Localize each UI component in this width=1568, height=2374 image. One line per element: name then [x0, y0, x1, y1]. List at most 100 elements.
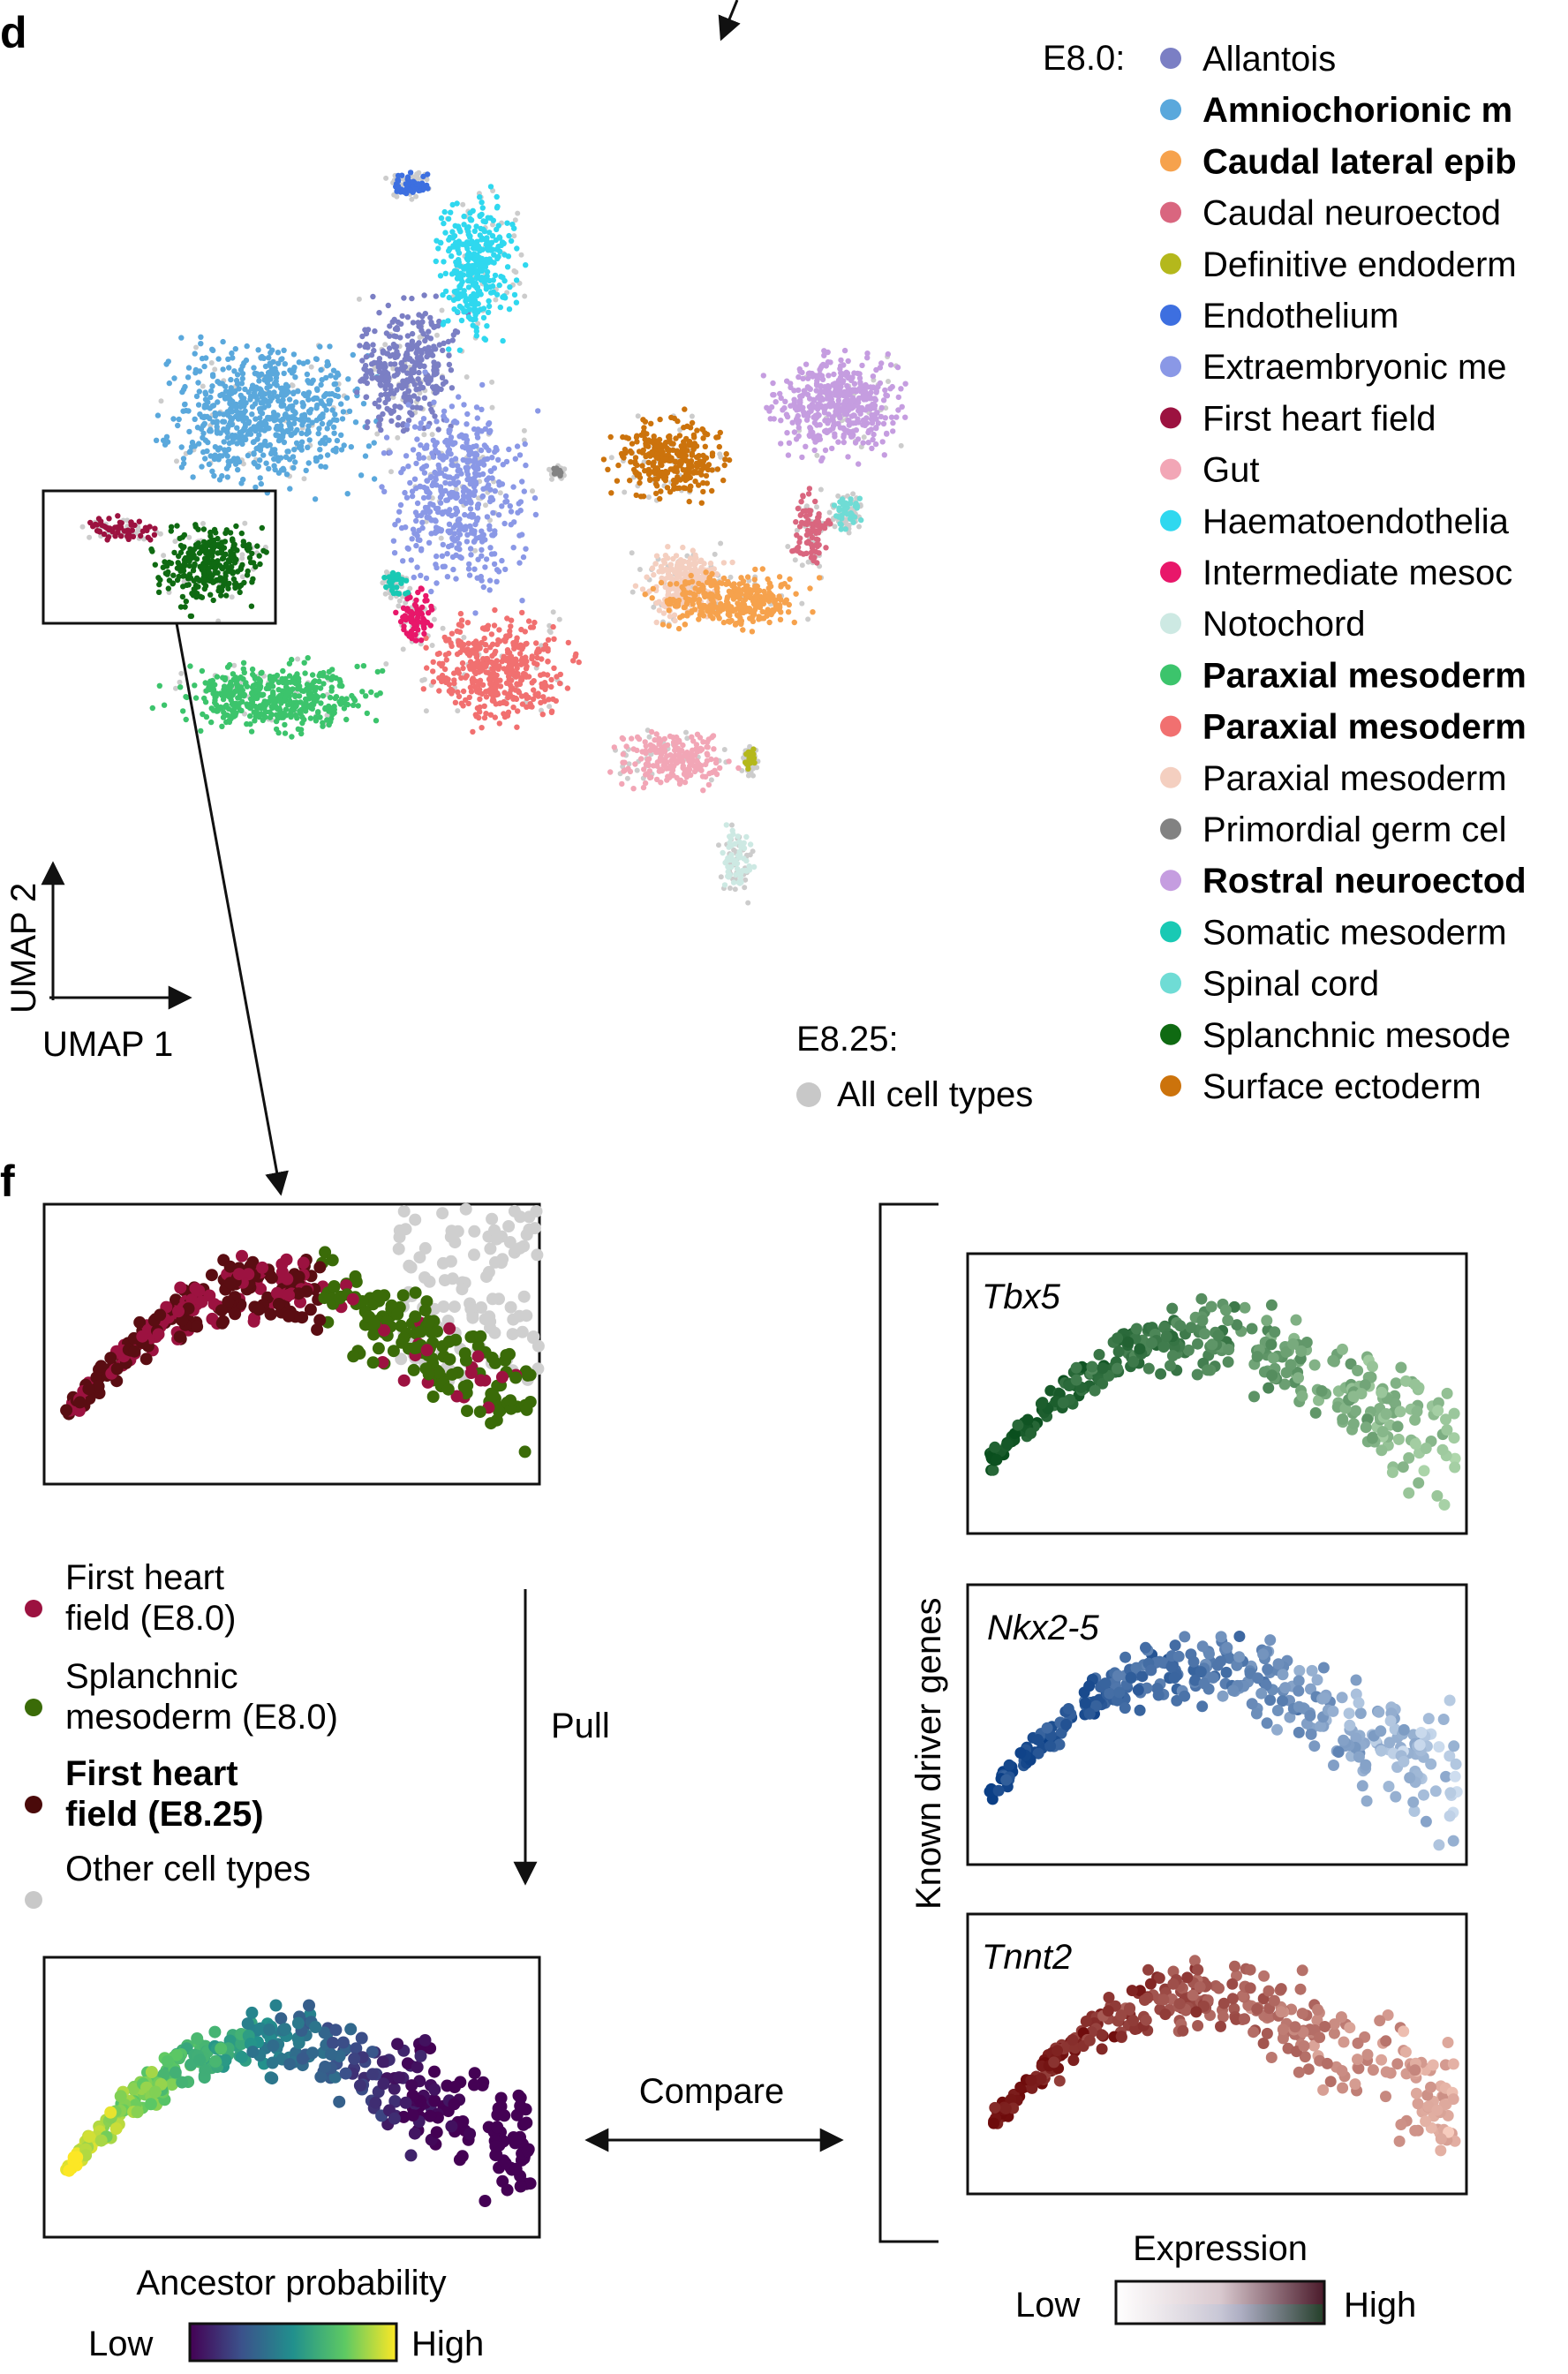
- umap-dot: [486, 577, 494, 584]
- umap-dot: [433, 418, 440, 425]
- umap-dot: [800, 375, 806, 382]
- umap-dot: [237, 429, 243, 436]
- umap-dot: [465, 640, 471, 646]
- umap-dot: [475, 515, 481, 522]
- umap-dot: [268, 371, 274, 378]
- umap-dot: [361, 366, 367, 373]
- umap-dot: [736, 581, 743, 587]
- umap-dot: [155, 575, 162, 581]
- umap-dot: [232, 461, 239, 467]
- umap-dot: [246, 554, 253, 561]
- umap-dot-e825: [483, 502, 488, 509]
- umap-dot: [475, 664, 481, 670]
- umap-dot: [284, 679, 290, 686]
- umap-dot: [316, 678, 322, 684]
- umap-dot: [376, 397, 382, 403]
- umap-dot: [576, 659, 582, 666]
- umap-dot: [454, 545, 460, 551]
- umap-dot: [305, 396, 312, 403]
- umap-dot: [186, 428, 192, 435]
- umap-dot: [298, 727, 305, 733]
- umap-dot: [894, 364, 901, 371]
- umap-dot: [238, 414, 245, 420]
- umap-dot: [230, 551, 237, 557]
- umap-dot: [656, 436, 663, 443]
- umap-dot: [171, 549, 177, 556]
- umap-dot: [767, 583, 774, 590]
- umap-dot: [105, 534, 112, 540]
- umap-dot: [348, 444, 354, 450]
- umap-dot: [193, 556, 200, 562]
- umap-dot: [430, 659, 436, 665]
- umap-dot: [565, 639, 571, 646]
- umap-dot: [541, 680, 548, 686]
- umap-dot: [456, 521, 463, 527]
- umap-dot: [281, 370, 287, 377]
- umap-dot: [452, 699, 459, 705]
- umap-dot: [375, 403, 382, 410]
- umap-dot: [383, 330, 390, 336]
- umap-dot: [700, 452, 706, 459]
- umap-dot: [424, 486, 430, 492]
- umap-dot: [320, 681, 327, 687]
- umap-dot: [458, 554, 464, 561]
- umap-dot: [600, 456, 607, 463]
- umap-dot: [439, 553, 446, 559]
- umap-dot: [238, 480, 245, 486]
- umap-dot: [822, 418, 828, 424]
- umap-dot: [432, 442, 438, 448]
- umap-dot: [418, 465, 426, 471]
- umap-dot: [445, 528, 451, 534]
- umap-dot: [519, 479, 525, 485]
- umap-dot: [335, 393, 342, 400]
- umap-dot: [652, 561, 659, 567]
- umap-dot: [442, 487, 449, 494]
- umap-dot: [418, 547, 425, 554]
- umap-dot: [810, 609, 816, 615]
- umap-dot: [205, 566, 212, 572]
- umap-dot: [529, 680, 535, 686]
- umap-dot: [192, 350, 198, 357]
- umap-dot: [255, 347, 261, 353]
- umap-dot: [392, 326, 399, 332]
- umap-dot: [454, 651, 461, 658]
- umap-dot: [212, 410, 218, 417]
- umap-dot: [469, 676, 475, 683]
- umap-dot: [429, 482, 435, 488]
- umap-dot: [459, 444, 466, 450]
- umap-dot: [376, 356, 383, 362]
- umap-dot: [257, 421, 263, 427]
- umap-dot: [397, 501, 404, 509]
- umap-dot: [199, 355, 206, 362]
- umap-dot: [225, 568, 231, 574]
- umap-dot: [196, 388, 202, 395]
- umap-dot: [493, 690, 499, 696]
- umap-dot: [324, 452, 331, 458]
- umap-dot: [275, 350, 282, 356]
- umap-dot: [778, 395, 784, 402]
- umap-dot: [241, 579, 247, 586]
- umap-dot: [410, 447, 417, 453]
- umap-dot: [443, 497, 449, 503]
- umap-dot: [200, 563, 207, 570]
- umap-dot: [223, 465, 230, 471]
- umap-dot-e825: [431, 616, 437, 622]
- umap-dot: [658, 579, 665, 586]
- umap-dot: [200, 569, 207, 576]
- umap-dot: [632, 583, 639, 589]
- umap-dot: [799, 454, 805, 461]
- umap-dot: [684, 613, 690, 619]
- umap-dot: [315, 430, 321, 437]
- umap-dot-e825: [490, 222, 495, 228]
- umap-dot: [152, 561, 158, 568]
- umap-dot-e825: [712, 551, 718, 557]
- umap-dot: [391, 316, 397, 323]
- umap-dot: [313, 417, 320, 424]
- umap-dot-e825: [453, 486, 459, 493]
- umap-dot-e825: [818, 486, 824, 493]
- umap-dot: [833, 408, 840, 414]
- umap-dot: [370, 293, 376, 300]
- umap-dot: [317, 447, 323, 453]
- umap-dot: [201, 695, 207, 702]
- umap-dot: [682, 581, 689, 587]
